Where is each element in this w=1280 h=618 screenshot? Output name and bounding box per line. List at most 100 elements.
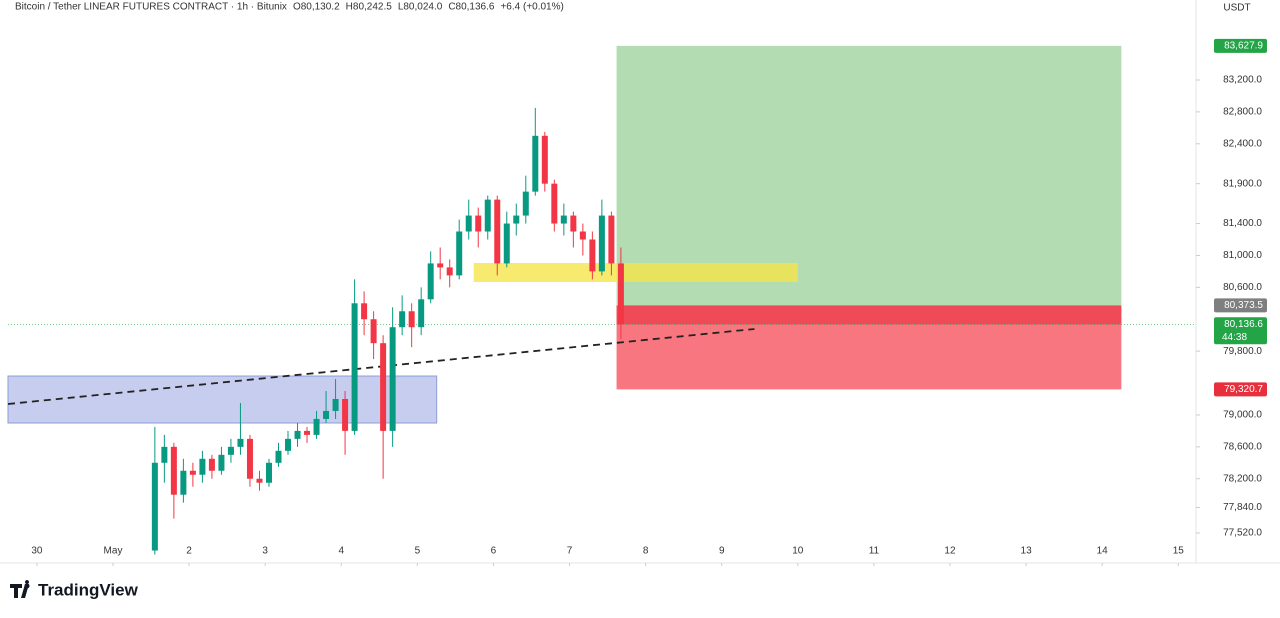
y-tick-label: 81,400.0 — [1223, 218, 1262, 229]
candle-body — [208, 458, 215, 471]
zone — [616, 45, 1122, 306]
candle-body — [161, 446, 168, 463]
ohlc-value: H80,242.5 — [346, 2, 393, 13]
candle-body — [370, 319, 377, 344]
candle-body — [265, 462, 272, 483]
candle-body — [456, 231, 463, 276]
price-countdown: 44:38 — [1222, 332, 1247, 343]
candle-body — [608, 215, 615, 264]
candle-body — [304, 430, 311, 435]
candle-body — [503, 223, 510, 264]
currency: USDT — [1223, 3, 1250, 14]
plot-area — [7, 45, 1195, 555]
zone — [7, 375, 438, 424]
x-tick-label: 4 — [338, 546, 344, 557]
candle-body — [617, 263, 624, 325]
candle-body — [579, 231, 586, 240]
candle-body — [237, 438, 244, 447]
x-tick-label: 11 — [869, 546, 880, 557]
candle-body — [560, 215, 567, 224]
candle-body — [285, 438, 292, 451]
y-tick-label: 81,000.0 — [1223, 250, 1262, 261]
candle-body — [151, 462, 158, 551]
candle-body — [342, 398, 349, 431]
candle-body — [532, 135, 539, 192]
candle-body — [475, 215, 482, 232]
candle-body — [427, 263, 434, 300]
x-tick-label: 10 — [792, 546, 804, 557]
x-tick-label: 5 — [415, 546, 421, 557]
x-tick-label: 6 — [491, 546, 497, 557]
candle-body — [418, 299, 425, 328]
candle-body — [170, 446, 177, 495]
price-badge-label: 80,373.5 — [1224, 300, 1263, 311]
candle-body — [313, 418, 320, 435]
candle-body — [275, 450, 282, 463]
candle-body — [551, 183, 558, 224]
y-tick-label: 78,600.0 — [1223, 441, 1262, 452]
ohlc-value: +6.4 (+0.01%) — [500, 2, 563, 13]
candle-body — [437, 263, 444, 268]
x-tick-label: 14 — [1097, 546, 1109, 557]
y-tick-label: 77,520.0 — [1223, 528, 1262, 539]
ohlc-value: C80,136.6 — [448, 2, 495, 13]
x-tick-label: May — [104, 546, 123, 557]
x-tick-label: 8 — [643, 546, 649, 557]
x-tick-label: 15 — [1173, 546, 1185, 557]
candle-body — [332, 398, 339, 411]
brand-logo: TradingView — [10, 580, 139, 599]
candle-body — [494, 199, 501, 264]
x-tick-label: 13 — [1021, 546, 1033, 557]
x-tick-label: 2 — [186, 546, 192, 557]
candle-body — [408, 311, 415, 328]
x-tick-label: 30 — [31, 546, 43, 557]
price-badge — [1214, 298, 1267, 313]
candle-body — [589, 239, 596, 272]
y-tick-label: 78,200.0 — [1223, 473, 1262, 484]
candle-body — [294, 430, 301, 439]
y-tick-label: 79,000.0 — [1223, 410, 1262, 421]
brand-name: TradingView — [38, 580, 139, 599]
y-tick-label: 80,600.0 — [1223, 282, 1262, 293]
candle-body — [189, 470, 196, 475]
chart-title: Bitcoin / Tether LINEAR FUTURES CONTRACT… — [15, 2, 287, 13]
y-tick-label: 79,800.0 — [1223, 346, 1262, 357]
candle-body — [399, 311, 406, 328]
candle-body — [389, 327, 396, 431]
x-tick-label: 9 — [719, 546, 725, 557]
y-tick-label: 77,840.0 — [1223, 502, 1262, 513]
ohlc-value: O80,130.2 — [293, 2, 340, 13]
x-tick-label: 7 — [567, 546, 573, 557]
y-tick-label: 81,900.0 — [1223, 178, 1262, 189]
candle-body — [218, 454, 225, 471]
candle-body — [465, 215, 472, 232]
candle-body — [227, 446, 234, 455]
candle-body — [446, 267, 453, 276]
candle-body — [351, 303, 358, 431]
zone — [473, 263, 798, 282]
candle-body — [513, 215, 520, 224]
price-badge — [1214, 382, 1267, 397]
candle-body — [256, 478, 263, 483]
candle-body — [180, 470, 187, 495]
candle-body — [246, 438, 253, 479]
candle-body — [484, 199, 491, 232]
candle-body — [522, 191, 529, 216]
candle-body — [380, 343, 387, 431]
x-tick-label: 3 — [262, 546, 268, 557]
y-tick-label: 82,800.0 — [1223, 107, 1262, 118]
zone — [616, 305, 1122, 325]
candle-body — [598, 215, 605, 272]
candle-body — [361, 303, 368, 320]
x-tick-label: 12 — [944, 546, 956, 557]
candle-body — [323, 410, 330, 419]
price-badge-label: 80,136.6 — [1224, 319, 1263, 330]
price-badge — [1214, 38, 1267, 53]
candle-body — [199, 458, 206, 475]
price-badge-label: 83,627.9 — [1224, 41, 1263, 52]
y-tick-label: 82,400.0 — [1223, 138, 1262, 149]
price-badge — [1214, 317, 1267, 345]
price-badge-label: 79,320.7 — [1224, 384, 1263, 395]
ohlc-value: L80,024.0 — [398, 2, 443, 13]
